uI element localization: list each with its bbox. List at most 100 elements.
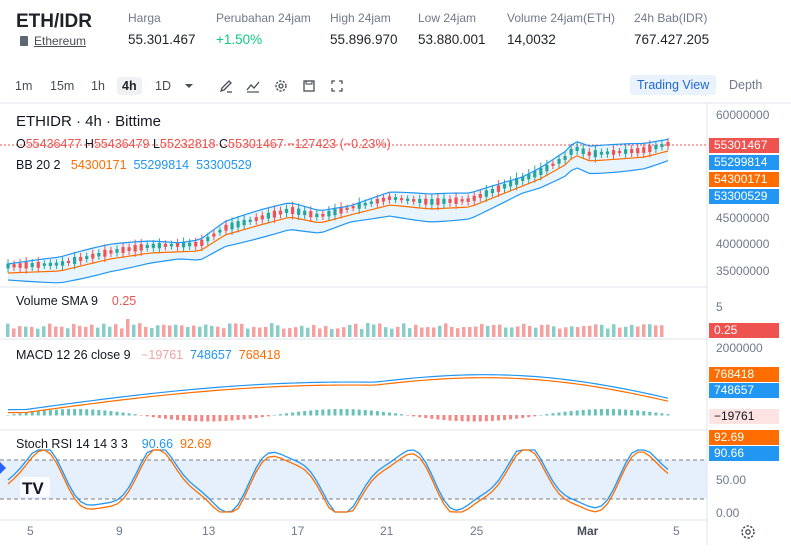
stat-label: High 24jam — [330, 11, 391, 25]
interval-1d[interactable]: 1D — [155, 79, 171, 93]
macd-hist-bar — [169, 415, 173, 420]
gear-icon[interactable] — [273, 78, 289, 94]
candle-body — [73, 257, 77, 264]
depth-button[interactable]: Depth — [729, 78, 763, 92]
ohlc-l-label: L — [152, 137, 160, 151]
macd-hist-bar — [218, 415, 222, 422]
volume-bar — [492, 324, 496, 337]
stat-label: Harga — [128, 11, 161, 25]
candle-body — [527, 173, 531, 180]
candle-body — [103, 249, 107, 257]
volume-bar — [72, 323, 76, 337]
volume-bar — [102, 323, 106, 337]
macd-hist-bar — [309, 410, 313, 416]
macd-hist-bar — [18, 413, 22, 416]
stat-label: Perubahan 24jam — [216, 11, 311, 25]
interval-4h[interactable]: 4h — [117, 77, 142, 95]
volume-bar — [372, 324, 376, 337]
macd-hist-bar — [612, 409, 616, 416]
bb-label: BB 20 2 — [16, 158, 61, 172]
candle-body — [508, 181, 513, 187]
pencil-icon[interactable] — [218, 78, 234, 94]
macd-hist-bar — [490, 415, 494, 421]
volume-tag: 0.25 — [709, 323, 779, 338]
volume-bar — [606, 328, 610, 337]
macd-hist-bar — [42, 410, 46, 416]
candle-body — [284, 208, 289, 214]
macd-hist-bar — [73, 409, 77, 416]
volume-bar — [288, 328, 292, 337]
macd-hist-bar — [79, 409, 83, 416]
macd-hist-bar — [454, 415, 458, 421]
stat-change: Perubahan 24jam +1.50% — [216, 11, 311, 47]
trading-view-button[interactable]: Trading View — [630, 75, 717, 95]
candle-body — [194, 241, 198, 247]
stoch-d-value: 92.69 — [180, 437, 212, 451]
save-icon[interactable] — [301, 78, 317, 94]
volume-bar — [570, 326, 574, 337]
volume-bar — [84, 326, 88, 337]
collapse-handle-icon[interactable] — [0, 462, 6, 474]
candle-body — [648, 145, 652, 153]
price-tag-bb-upper: 55299814 — [709, 155, 779, 170]
candle-body — [145, 244, 149, 249]
volume-bar — [126, 319, 130, 337]
candle-body — [327, 210, 331, 217]
stoch-band — [0, 460, 707, 499]
candle-body — [605, 151, 610, 155]
bb-basis-value: 54300171 — [70, 158, 127, 172]
coin-link[interactable]: Ethereum — [20, 34, 86, 48]
bb-band-fill — [8, 139, 668, 283]
chevron-down-icon[interactable] — [181, 78, 197, 94]
volume-bar — [390, 328, 394, 337]
macd-hist-bar — [54, 409, 58, 416]
tradingview-logo: TV — [20, 477, 50, 498]
volume-bar — [60, 326, 64, 337]
macd-line — [7, 374, 669, 411]
volume-bar — [132, 324, 136, 337]
time-axis-label: Mar — [577, 524, 599, 538]
settings-gear-icon[interactable] — [741, 525, 755, 539]
stat-price: Harga 55.301.467 — [128, 11, 196, 47]
volume-bar — [408, 328, 412, 337]
volume-legend: Volume SMA 9 0.25 — [16, 294, 136, 308]
candle-body — [206, 236, 210, 242]
volume-bar — [174, 324, 178, 337]
interval-15m[interactable]: 15m — [50, 79, 75, 93]
volume-bar — [384, 327, 388, 337]
candle-body — [490, 188, 495, 194]
volume-bar — [378, 323, 382, 337]
stat-value: 14,0032 — [507, 32, 556, 47]
macd-hist-bar — [436, 415, 440, 420]
macd-hist-value: −19761 — [141, 348, 184, 362]
price-axis-label: 40000000 — [716, 237, 770, 251]
fullscreen-icon[interactable] — [329, 78, 345, 94]
volume-bar — [654, 325, 658, 337]
interval-1m[interactable]: 1m — [15, 79, 33, 93]
interval-1h[interactable]: 1h — [91, 79, 105, 93]
macd-hist-bar — [224, 415, 228, 421]
macd-hist-bar — [254, 415, 258, 418]
candle-body — [575, 146, 579, 151]
macd-hist-bar — [103, 410, 107, 416]
candle-body — [175, 242, 180, 247]
stoch-d-line — [7, 449, 669, 513]
volume-bar — [648, 324, 652, 337]
candle-body — [254, 217, 258, 221]
macd-hist-bar — [236, 415, 240, 421]
candle-body — [496, 185, 501, 192]
macd-hist-bar — [478, 415, 482, 422]
candle-body — [36, 261, 40, 268]
coin-name[interactable]: Ethereum — [34, 34, 87, 48]
candle-body — [587, 151, 591, 156]
volume-bar — [636, 326, 640, 337]
candle-body — [569, 148, 573, 155]
indicators-icon[interactable] — [245, 78, 261, 94]
volume-bar — [36, 328, 40, 337]
volume-bar — [294, 327, 298, 337]
volume-bar — [300, 325, 304, 337]
bb-legend: BB 20 2 54300171 55299814 53300529 — [16, 158, 252, 172]
macd-hist-bar — [648, 411, 652, 416]
candle-body — [611, 150, 616, 155]
